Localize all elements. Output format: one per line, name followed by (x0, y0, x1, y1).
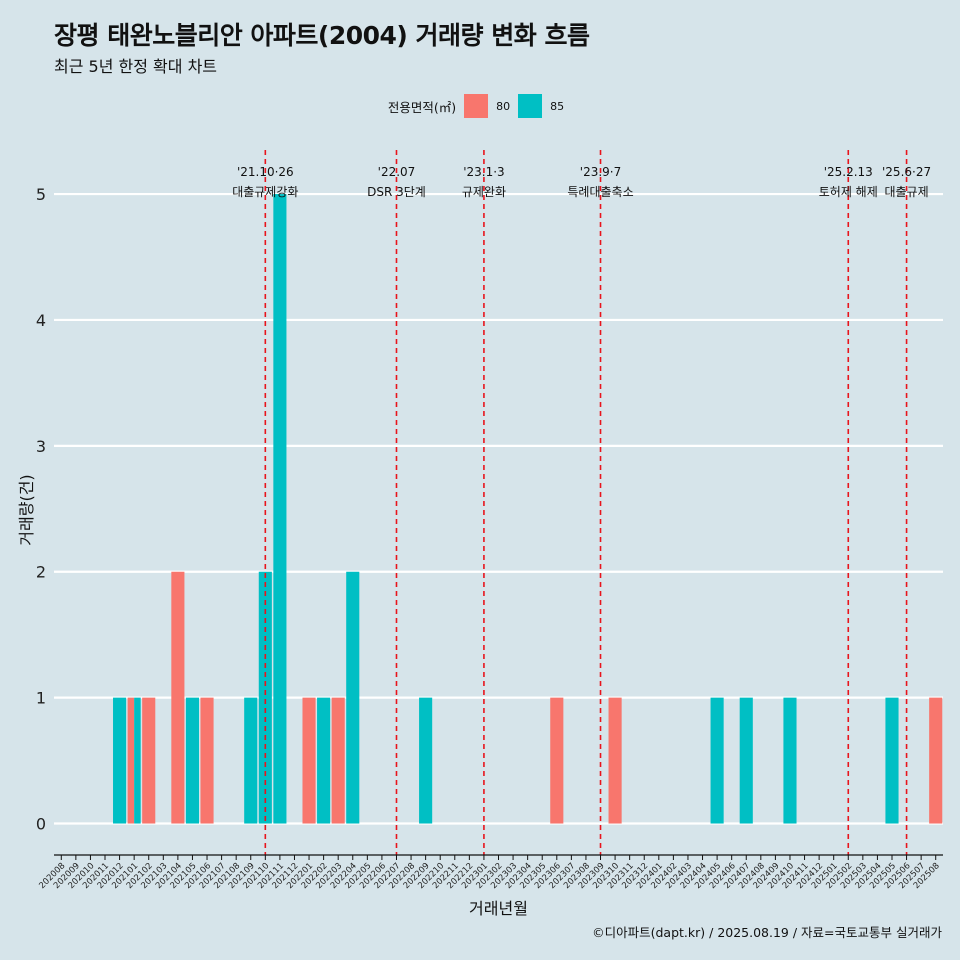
legend-label-85: 85 (550, 99, 565, 113)
event-name-label: 토허제 해제 (819, 185, 878, 199)
event-date-label: '23.9·7 (580, 165, 621, 179)
legend: 전용면적(㎡) 80 85 (0, 94, 960, 118)
bar-80-202310 (608, 697, 622, 824)
event-name-label: 규제완화 (462, 185, 506, 199)
bar-85-202101 (134, 697, 141, 824)
bar-85-202410 (783, 697, 797, 824)
x-axis-title: 거래년월 (469, 899, 528, 918)
bar-80-202102 (142, 697, 156, 824)
bar-85-202407 (739, 697, 753, 824)
event-date-label: '22.07 (378, 165, 416, 179)
bar-85-202505 (885, 697, 899, 824)
bar-85-202012 (113, 697, 127, 824)
bar-85-202110 (258, 571, 272, 824)
bar-80-202101 (127, 697, 135, 824)
y-tick-label: 5 (36, 185, 46, 204)
y-tick-label: 3 (36, 437, 46, 456)
event-name-label: 대출규제강화 (232, 185, 298, 199)
y-axis-title: 거래량(건) (17, 474, 36, 545)
bar-80-202201 (302, 697, 316, 824)
bar-80-202306 (550, 697, 564, 824)
event-date-label: '25.6·27 (882, 165, 931, 179)
bar-85-202204 (346, 571, 360, 824)
chart-title: 장평 태완노블리안 아파트(2004) 거래량 변화 흐름 (54, 21, 590, 50)
bar-85-202111 (273, 194, 287, 824)
bar-80-202106 (200, 697, 214, 824)
event-name-label: 대출규제 (884, 185, 928, 199)
legend-title: 전용면적(㎡) (387, 99, 457, 115)
event-name-label: DSR 3단계 (367, 185, 426, 199)
event-date-label: '25.2.13 (824, 165, 873, 179)
bar-80-202508 (929, 697, 943, 824)
bar-85-202109 (244, 697, 258, 824)
legend-swatch-80 (464, 94, 489, 118)
bar-85-202405 (710, 697, 724, 824)
y-tick-label: 1 (36, 689, 46, 708)
y-tick-label: 4 (36, 311, 46, 330)
legend-label-80: 80 (496, 99, 511, 113)
bar-85-202209 (419, 697, 433, 824)
y-tick-label: 2 (36, 563, 46, 582)
source-caption: ©디아파트(dapt.kr) / 2025.08.19 / 자료=국토교통부 실… (592, 925, 942, 940)
bar-85-202105 (185, 697, 200, 824)
y-tick-label: 0 (36, 815, 46, 834)
event-date-label: '21.10·26 (237, 165, 294, 179)
event-date-label: '23.1·3 (463, 165, 504, 179)
event-name-label: 특례대출축소 (567, 185, 633, 199)
legend-swatch-85 (518, 94, 543, 118)
bar-85-202202 (317, 697, 331, 824)
bar-80-202104 (171, 571, 185, 824)
bar-80-202203 (331, 697, 345, 824)
chart-subtitle: 최근 5년 한정 확대 차트 (54, 57, 218, 76)
